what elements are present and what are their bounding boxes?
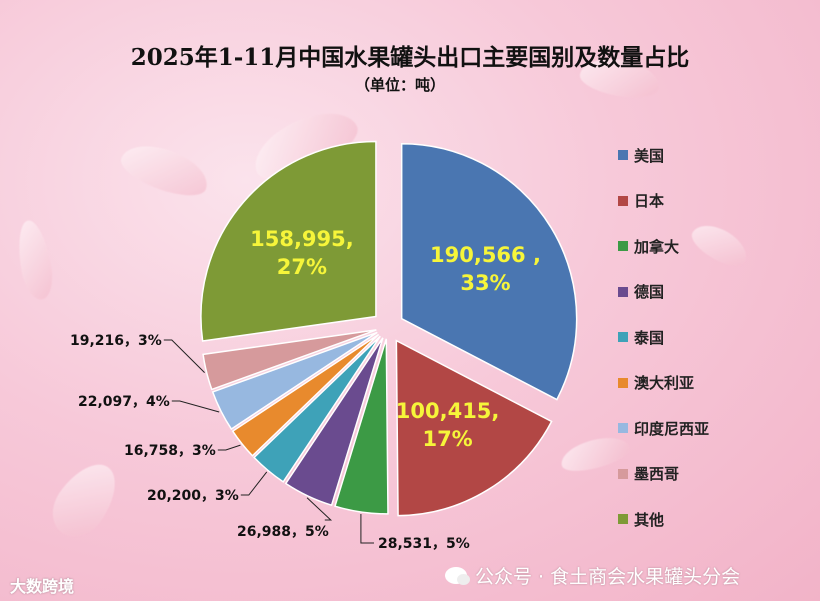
pie-slice-1	[395, 339, 553, 517]
pie-slice-2	[334, 338, 389, 515]
pie-slice-0	[400, 142, 578, 401]
legend-swatch	[618, 468, 628, 479]
data-label-3: 26,988，5%	[237, 524, 329, 540]
legend-label: 其他	[634, 510, 665, 529]
legend-label: 美国	[634, 146, 665, 165]
legend-label: 加拿大	[634, 237, 680, 256]
data-label-8: 158,995, 27%	[250, 227, 354, 279]
chart-subtitle: （单位：吨）	[354, 76, 445, 94]
leader-line-4	[240, 471, 268, 496]
chart-title: 2025年1-11月中国水果罐头出口主要国别及数量占比	[130, 44, 690, 71]
logo: 大数跨境	[10, 577, 75, 596]
legend-label: 泰国	[634, 328, 665, 347]
watermark: 公众号 · 食土商会水果罐头分会	[445, 562, 740, 589]
legend-swatch	[618, 150, 628, 160]
data-label-2: 28,531，5%	[378, 536, 470, 552]
legend-swatch	[618, 332, 628, 342]
legend-label: 澳大利亚	[634, 374, 695, 392]
data-label-7: 19,216，3%	[70, 333, 162, 349]
legend-item-8: 其他	[618, 509, 664, 529]
legend-swatch	[618, 423, 628, 433]
pie-slice-8	[200, 140, 377, 342]
legend-label: 德国	[634, 283, 665, 301]
legend-swatch	[618, 286, 628, 297]
legend-label: 墨西哥	[634, 465, 680, 483]
data-label-1: 100,415, 17%	[396, 399, 500, 451]
legend-item-6: 印度尼西亚	[618, 418, 709, 438]
legend-label: 印度尼西亚	[634, 419, 710, 438]
pie-slice-4	[253, 335, 381, 483]
wechat-icon	[445, 567, 470, 585]
leader-line-2	[360, 514, 374, 544]
data-label-4: 20,200，3%	[147, 488, 239, 504]
legend-swatch	[618, 241, 628, 251]
legend-item-4: 泰国	[618, 327, 664, 347]
watermark-text: 公众号 · 食土商会水果罐头分会	[475, 566, 741, 588]
pie-slice-5	[231, 333, 380, 457]
leader-line-3	[306, 497, 333, 521]
pie-slice-6	[211, 331, 378, 431]
legend-item-3: 德国	[618, 282, 664, 302]
pie-slice-7	[202, 329, 377, 391]
legend-label: 日本	[634, 192, 665, 210]
legend-swatch	[618, 514, 628, 524]
legend-item-1: 日本	[618, 191, 664, 211]
legend-item-7: 墨西哥	[618, 464, 679, 484]
data-label-5: 16,758，3%	[124, 443, 216, 459]
data-label-0: 190,566 , 33%	[430, 243, 541, 295]
legend-swatch	[618, 377, 628, 388]
legend-item-5: 澳大利亚	[618, 373, 694, 393]
legend-item-2: 加拿大	[618, 236, 679, 256]
leader-line-7	[163, 339, 205, 373]
leader-line-5	[217, 444, 241, 451]
pie-slice-3	[284, 337, 384, 507]
data-label-6: 22,097，4%	[78, 394, 170, 410]
legend-item-0: 美国	[618, 145, 664, 165]
leader-line-6	[171, 400, 220, 413]
legend-swatch	[618, 195, 628, 206]
